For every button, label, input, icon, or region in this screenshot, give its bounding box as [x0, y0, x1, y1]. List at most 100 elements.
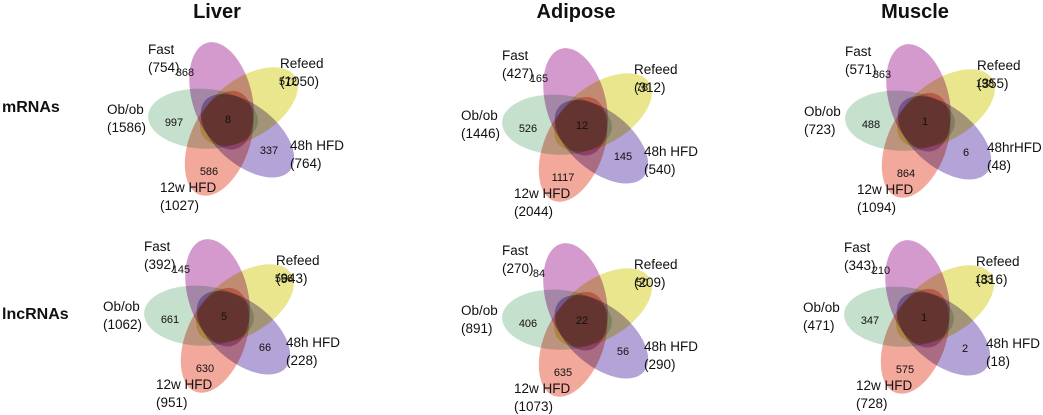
hfd48-set-label: 48h HFD — [286, 335, 340, 350]
hfd12w-set-total: (1094) — [857, 200, 896, 215]
obob-count: 661 — [161, 314, 179, 326]
hfd48-set-total: (290) — [644, 357, 676, 372]
fast-set-total: (392) — [144, 257, 176, 272]
refeed-count: 78 — [636, 82, 648, 94]
venn-liver-lncrnas: 145Fast(392)566Refeed(943)661Ob/ob(1062)… — [103, 239, 340, 410]
hfd48-set-label: 48h HFD — [644, 339, 698, 354]
center-intersection-count: 22 — [576, 315, 588, 327]
hfd12w-ellipse — [538, 291, 608, 397]
hfd48-set-label: 48h HFD — [290, 138, 344, 153]
refeed-set-total: (312) — [634, 80, 666, 95]
hfd48-set-total: (764) — [290, 156, 322, 171]
hfd12w-set-label: 12w HFD — [160, 180, 217, 195]
refeed-count: 183 — [975, 274, 993, 286]
column-title-liver: Liver — [193, 1, 241, 23]
fast-count: 145 — [172, 264, 190, 276]
obob-count: 488 — [862, 119, 880, 131]
fast-set-total: (343) — [844, 258, 876, 273]
obob-set-label: Ob/ob — [461, 108, 498, 123]
hfd48-set-total: (18) — [986, 354, 1010, 369]
hfd48-set-label: 48hrHFD — [987, 140, 1042, 155]
refeed-set-label: Refeed — [634, 62, 678, 77]
hfd48-set-label: 48h HFD — [644, 144, 698, 159]
obob-count: 347 — [861, 315, 879, 327]
refeed-set-total: (209) — [634, 275, 666, 290]
hfd48-set-label: 48h HFD — [986, 336, 1040, 351]
fast-set-total: (427) — [502, 66, 534, 81]
hfd48-set-total: (48) — [987, 158, 1011, 173]
obob-set-label: Ob/ob — [803, 300, 840, 315]
hfd12w-set-label: 12w HFD — [514, 186, 571, 201]
hfd48-count: 56 — [617, 346, 629, 358]
hfd12w-ellipse — [880, 288, 950, 394]
fast-set-label: Fast — [844, 240, 871, 255]
refeed-set-total: (943) — [276, 271, 308, 286]
hfd12w-set-label: 12w HFD — [514, 381, 571, 396]
obob-set-label: Ob/ob — [804, 104, 841, 119]
obob-set-label: Ob/ob — [461, 303, 498, 318]
hfd12w-set-total: (951) — [156, 395, 188, 410]
obob-set-total: (471) — [803, 318, 835, 333]
hfd12w-set-total: (2044) — [514, 204, 553, 219]
hfd12w-set-total: (728) — [856, 396, 888, 411]
center-intersection-count: 1 — [922, 116, 928, 128]
obob-set-total: (1446) — [461, 126, 500, 141]
center-intersection-count: 8 — [225, 114, 231, 126]
obob-count: 997 — [165, 117, 183, 129]
hfd12w-set-label: 12w HFD — [156, 377, 213, 392]
row-label-mrnas: mRNAs — [2, 99, 60, 116]
refeed-set-label: Refeed — [977, 58, 1021, 73]
hfd12w-count: 864 — [897, 168, 915, 180]
fast-count: 363 — [873, 69, 891, 81]
hfd12w-set-label: 12w HFD — [856, 378, 913, 393]
refeed-set-label: Refeed — [276, 253, 320, 268]
fast-set-label: Fast — [845, 44, 872, 59]
center-intersection-count: 12 — [576, 120, 588, 132]
refeed-set-label: Refeed — [634, 257, 678, 272]
hfd12w-count: 575 — [896, 364, 914, 376]
hfd12w-ellipse — [184, 90, 254, 196]
venn-adipose-lncrnas: 84 Fast (270) 50 Refeed (209) 406 Ob/ob (891) 56 4… — [461, 243, 698, 414]
hfd12w-ellipse — [538, 96, 608, 202]
fast-set-label: Fast — [148, 42, 175, 57]
obob-set-total: (891) — [461, 321, 493, 336]
center-intersection-count: 1 — [921, 312, 927, 324]
column-title-adipose: Adipose — [536, 1, 616, 23]
obob-count: 526 — [519, 123, 537, 135]
hfd12w-ellipse — [881, 92, 951, 198]
row-label-lncrnas: lncRNAs — [2, 306, 69, 323]
column-title-muscle: Muscle — [881, 1, 949, 23]
hfd12w-set-total: (1073) — [514, 399, 553, 414]
fast-count: 210 — [872, 265, 890, 277]
refeed-count: 198 — [976, 78, 994, 90]
fast-set-label: Fast — [502, 48, 529, 63]
refeed-count: 50 — [636, 277, 648, 289]
fast-set-total: (754) — [148, 60, 180, 75]
fast-count: 165 — [530, 73, 548, 85]
hfd12w-ellipse — [180, 287, 250, 393]
hfd12w-set-label: 12w HFD — [857, 182, 914, 197]
hfd12w-count: 1117 — [552, 172, 575, 184]
hfd12w-count: 630 — [196, 363, 214, 375]
fast-set-label: Fast — [502, 243, 529, 258]
obob-set-total: (1586) — [107, 120, 146, 135]
fast-count: 84 — [533, 268, 545, 280]
hfd12w-count: 635 — [554, 367, 572, 379]
refeed-set-label: Refeed — [976, 254, 1020, 269]
fast-set-total: (270) — [502, 261, 534, 276]
obob-set-label: Ob/ob — [103, 299, 140, 314]
refeed-count: 566 — [275, 273, 293, 285]
obob-set-total: (1062) — [103, 317, 142, 332]
refeed-set-total: (355) — [977, 76, 1009, 91]
hfd48-count: 337 — [260, 145, 278, 157]
obob-set-total: (723) — [804, 122, 836, 137]
hfd48-set-total: (540) — [644, 162, 676, 177]
hfd12w-count: 586 — [200, 166, 218, 178]
refeed-count: 572 — [279, 76, 297, 88]
fast-set-total: (571) — [845, 62, 877, 77]
hfd48-set-total: (228) — [286, 353, 318, 368]
hfd48-count: 2 — [962, 343, 968, 355]
